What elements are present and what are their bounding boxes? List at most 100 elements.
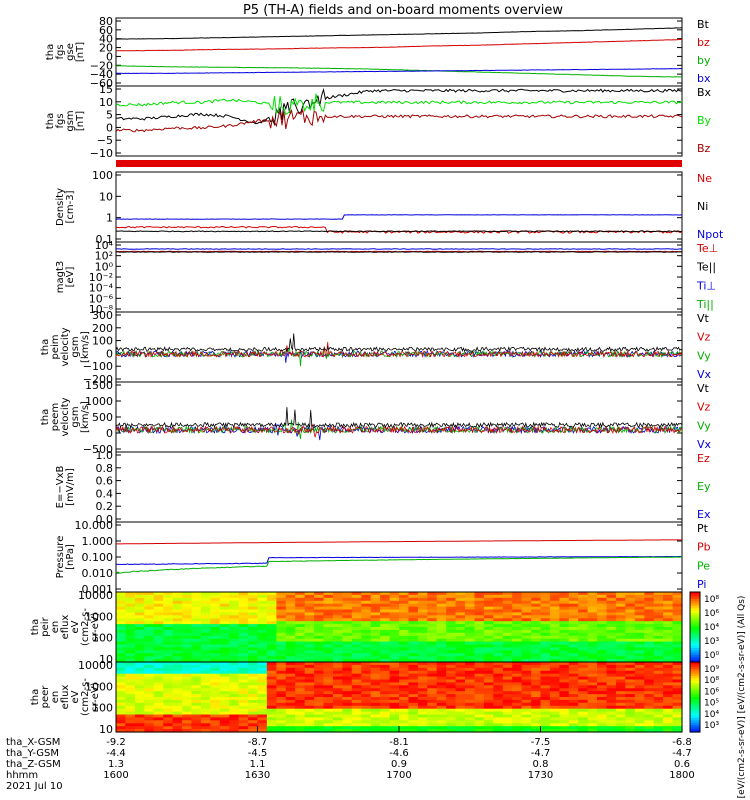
heat-cell (304, 697, 315, 701)
heat-cell (380, 632, 391, 637)
heat-cell (380, 705, 391, 710)
colorbar-tick: 10³ (704, 721, 719, 731)
colorbar-cell (690, 599, 700, 602)
heat-cell (276, 592, 287, 596)
heat-cell (644, 699, 655, 704)
heat-cell (380, 670, 391, 675)
heat-cell (163, 702, 174, 707)
y-tick-label: 10⁰ (95, 260, 114, 273)
heat-cell (616, 697, 626, 701)
heat-cell (521, 717, 532, 721)
heat-cell (427, 685, 438, 689)
heat-cell (512, 714, 523, 718)
heat-cell (559, 615, 570, 619)
heat-cell (153, 635, 164, 640)
heat-cell (342, 644, 353, 648)
heat-cell (153, 702, 164, 707)
heat-cell (314, 729, 325, 733)
heat-cell (559, 656, 570, 660)
heat-cell (483, 667, 494, 672)
heat-cell (153, 632, 164, 637)
heat-cell (502, 670, 513, 675)
heat-cell (672, 647, 683, 651)
heat-cell (389, 664, 400, 669)
heat-cell (361, 679, 372, 683)
heat-cell (616, 723, 626, 727)
heat-cell (540, 720, 551, 724)
heat-cell (625, 723, 636, 727)
heat-cell (540, 618, 551, 622)
heat-cell (587, 705, 598, 710)
heat-cell (531, 667, 542, 672)
heat-cell (238, 650, 249, 654)
heat-cell (483, 650, 494, 654)
heat-cell (408, 632, 419, 637)
heat-cell (549, 597, 560, 602)
heat-cell (144, 694, 155, 698)
heat-cell (483, 653, 494, 657)
panel-frame (115, 85, 683, 157)
heat-cell (163, 714, 174, 718)
heat-cell (399, 708, 409, 713)
heat-cell (549, 647, 560, 651)
heat-cell (116, 667, 126, 672)
heat-cell (653, 606, 664, 611)
x-row-value: 1700 (386, 770, 411, 781)
heat-cell (634, 618, 645, 622)
heat-cell (427, 594, 438, 599)
heat-cell (568, 667, 579, 672)
heat-cell (483, 656, 494, 660)
heat-cell (144, 729, 155, 733)
heat-cell (276, 609, 287, 613)
heat-cell (248, 647, 259, 651)
heat-cell (276, 656, 287, 660)
heat-cell (436, 694, 447, 698)
heat-cell (653, 694, 664, 698)
heat-cell (512, 621, 523, 625)
heat-cell (380, 685, 391, 689)
heat-cell (370, 656, 381, 660)
heat-cell (521, 699, 532, 704)
heat-cell (540, 723, 551, 727)
heat-cell (314, 632, 325, 637)
heat-cell (153, 717, 164, 721)
heat-cell (361, 597, 372, 602)
heat-cell (559, 697, 570, 701)
heat-cell (200, 699, 211, 704)
heat-cell (200, 650, 211, 654)
heat-cell (172, 714, 183, 718)
heat-cell (616, 673, 626, 678)
heat-cell (172, 702, 183, 707)
y-tick-label: 10 (99, 190, 113, 203)
heat-cell (474, 673, 485, 678)
heat-cell (436, 629, 447, 634)
heat-cell (304, 714, 315, 718)
heat-cell (644, 702, 655, 707)
heat-cell (219, 647, 230, 651)
heat-cell (351, 659, 362, 663)
heat-cell (493, 685, 504, 689)
heat-cell (191, 720, 202, 724)
heat-cell (172, 723, 183, 727)
heat-cell (408, 691, 419, 695)
heat-cell (200, 621, 211, 625)
heat-cell (370, 621, 381, 625)
heat-cell (191, 726, 202, 730)
y-axis-label-line: [mV/m] (65, 468, 76, 506)
heat-cell (333, 632, 343, 637)
heat-cell (285, 673, 296, 678)
heat-cell (408, 705, 419, 710)
heat-cell (200, 600, 211, 605)
heat-cell (408, 699, 419, 704)
heat-cell (342, 641, 353, 646)
heat-cell (427, 697, 438, 701)
heat-cell (455, 641, 466, 646)
heat-cell (540, 659, 551, 663)
heat-cell (502, 697, 513, 701)
heat-cell (144, 627, 155, 631)
heat-cell (672, 656, 683, 660)
heat-cell (257, 694, 268, 698)
y-tick-label: 1500 (85, 379, 113, 392)
heat-cell (210, 682, 221, 686)
